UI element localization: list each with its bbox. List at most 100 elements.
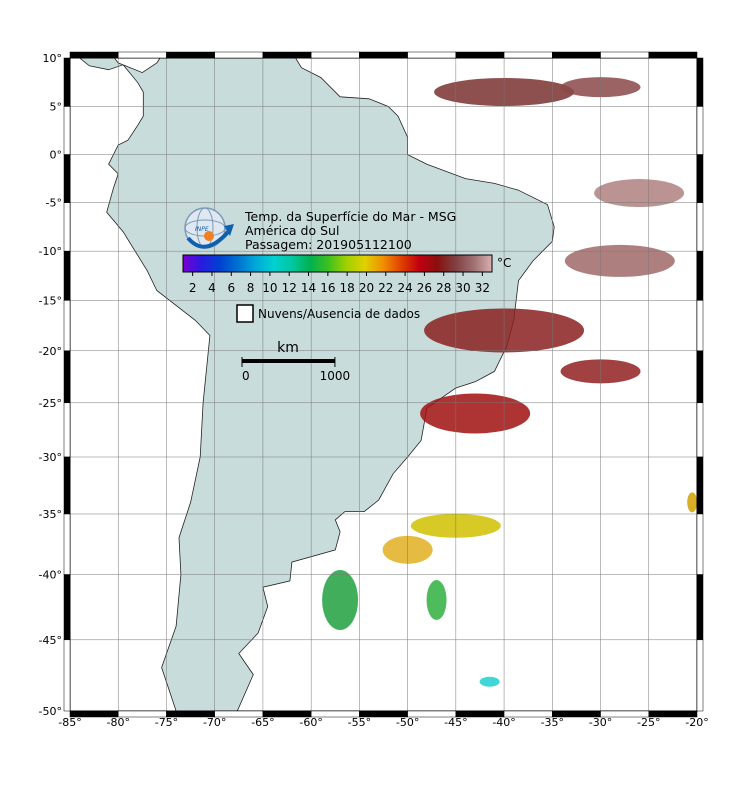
lon-tick-label: -65° bbox=[251, 716, 274, 729]
region-label: América do Sul bbox=[245, 223, 339, 238]
frame-band bbox=[696, 300, 704, 352]
frame-band bbox=[166, 51, 215, 59]
colorbar-tick-label: 20 bbox=[359, 281, 374, 295]
frame-band bbox=[262, 51, 312, 59]
colorbar-tick-label: 8 bbox=[247, 281, 255, 295]
sst-patch bbox=[322, 570, 359, 631]
frame-band bbox=[214, 710, 264, 718]
frame-band bbox=[696, 574, 704, 641]
lon-tick-label: -70° bbox=[203, 716, 226, 729]
frame-band bbox=[63, 350, 71, 404]
sst-patch bbox=[564, 244, 675, 277]
sst-patch bbox=[420, 393, 531, 434]
lon-tick-label: -80° bbox=[106, 716, 129, 729]
lat-tick-label: -40° bbox=[39, 569, 62, 582]
lat-tick-label: -35° bbox=[39, 508, 62, 521]
frame-band bbox=[600, 710, 650, 718]
lat-tick-label: 5° bbox=[50, 100, 63, 113]
sst-patch bbox=[426, 580, 447, 621]
frame-band bbox=[359, 710, 408, 718]
lat-tick-label: -10° bbox=[39, 245, 62, 258]
colorbar-tick-label: 12 bbox=[282, 281, 297, 295]
frame-band bbox=[63, 574, 71, 641]
frame-band bbox=[310, 51, 360, 59]
map-title: Temp. da Superfície do Mar - MSG bbox=[244, 209, 456, 224]
map-area bbox=[70, 58, 697, 711]
lat-tick-label: 10° bbox=[43, 52, 63, 65]
frame-band bbox=[63, 57, 71, 107]
frame-band bbox=[648, 710, 698, 718]
legend-label: Nuvens/Ausencia de dados bbox=[258, 307, 420, 321]
colorbar-tick-label: 16 bbox=[320, 281, 335, 295]
frame-band bbox=[63, 402, 71, 458]
colorbar-tick-label: 30 bbox=[455, 281, 470, 295]
lon-tick-label: -40° bbox=[492, 716, 515, 729]
frame-band bbox=[63, 154, 71, 203]
lon-tick-label: -30° bbox=[589, 716, 612, 729]
sst-patch bbox=[687, 492, 697, 513]
lon-tick-label: -85° bbox=[58, 716, 81, 729]
frame-band bbox=[600, 51, 650, 59]
frame-band bbox=[69, 710, 119, 718]
pass-label: Passagem: 201905112100 bbox=[245, 237, 412, 252]
scale-tick-label: 0 bbox=[242, 369, 250, 383]
colorbar-tick-label: 6 bbox=[227, 281, 235, 295]
lat-tick-label: -20° bbox=[39, 345, 62, 358]
colorbar-tick-label: 4 bbox=[208, 281, 216, 295]
colorbar-tick-label: 28 bbox=[436, 281, 451, 295]
lat-tick-label: -50° bbox=[39, 705, 62, 718]
logo: INPE bbox=[184, 207, 234, 249]
frame-band bbox=[696, 513, 704, 575]
frame-band bbox=[407, 51, 457, 59]
frame-band bbox=[69, 51, 119, 59]
frame-band bbox=[262, 710, 312, 718]
lon-tick-label: -45° bbox=[444, 716, 467, 729]
frame-band bbox=[696, 456, 704, 515]
sst-patch bbox=[479, 676, 500, 687]
colorbar-unit: °C bbox=[497, 256, 511, 270]
frame-band bbox=[63, 106, 71, 155]
colorbar-tick-label: 24 bbox=[397, 281, 412, 295]
frame-band bbox=[696, 250, 704, 301]
frame-band bbox=[166, 710, 215, 718]
lon-tick-label: -50° bbox=[396, 716, 419, 729]
lat-tick-label: -30° bbox=[39, 451, 62, 464]
frame-band bbox=[696, 154, 704, 203]
colorbar-tick-label: 22 bbox=[378, 281, 393, 295]
lat-tick-label: 0° bbox=[50, 149, 63, 162]
frame-band bbox=[552, 51, 601, 59]
frame-band bbox=[63, 300, 71, 352]
colorbar-tick-label: 10 bbox=[262, 281, 277, 295]
frame-band bbox=[696, 57, 704, 107]
colorbar bbox=[182, 254, 493, 273]
lat-tick-label: -5° bbox=[46, 197, 62, 210]
colorbar-tick-label: 14 bbox=[301, 281, 316, 295]
frame-band bbox=[552, 710, 601, 718]
colorbar-tick-label: 2 bbox=[189, 281, 197, 295]
frame-band bbox=[310, 710, 360, 718]
frame-band bbox=[407, 710, 457, 718]
frame-band bbox=[63, 250, 71, 301]
frame-band bbox=[696, 106, 704, 155]
frame-band bbox=[648, 51, 698, 59]
colorbar-tick-label: 26 bbox=[417, 281, 432, 295]
frame-band bbox=[214, 51, 264, 59]
colorbar-tick-label: 32 bbox=[475, 281, 490, 295]
lat-tick-label: -45° bbox=[39, 634, 62, 647]
frame-band bbox=[696, 350, 704, 404]
frame-band bbox=[696, 639, 704, 712]
scale-bar bbox=[242, 359, 335, 363]
lat-tick-label: -25° bbox=[39, 397, 62, 410]
frame-band bbox=[63, 202, 71, 252]
lon-tick-label: -35° bbox=[541, 716, 564, 729]
lon-tick-label: -75° bbox=[155, 716, 178, 729]
lon-tick-label: -55° bbox=[348, 716, 371, 729]
overlay: INPE Temp. da Superfície do Mar - MSG Am… bbox=[39, 51, 709, 729]
frame-band bbox=[696, 202, 704, 252]
lon-tick-label: -60° bbox=[299, 716, 322, 729]
scale-tick-label: 1000 bbox=[320, 369, 351, 383]
frame-band bbox=[63, 513, 71, 575]
frame-band bbox=[503, 51, 553, 59]
frame-band bbox=[696, 402, 704, 458]
